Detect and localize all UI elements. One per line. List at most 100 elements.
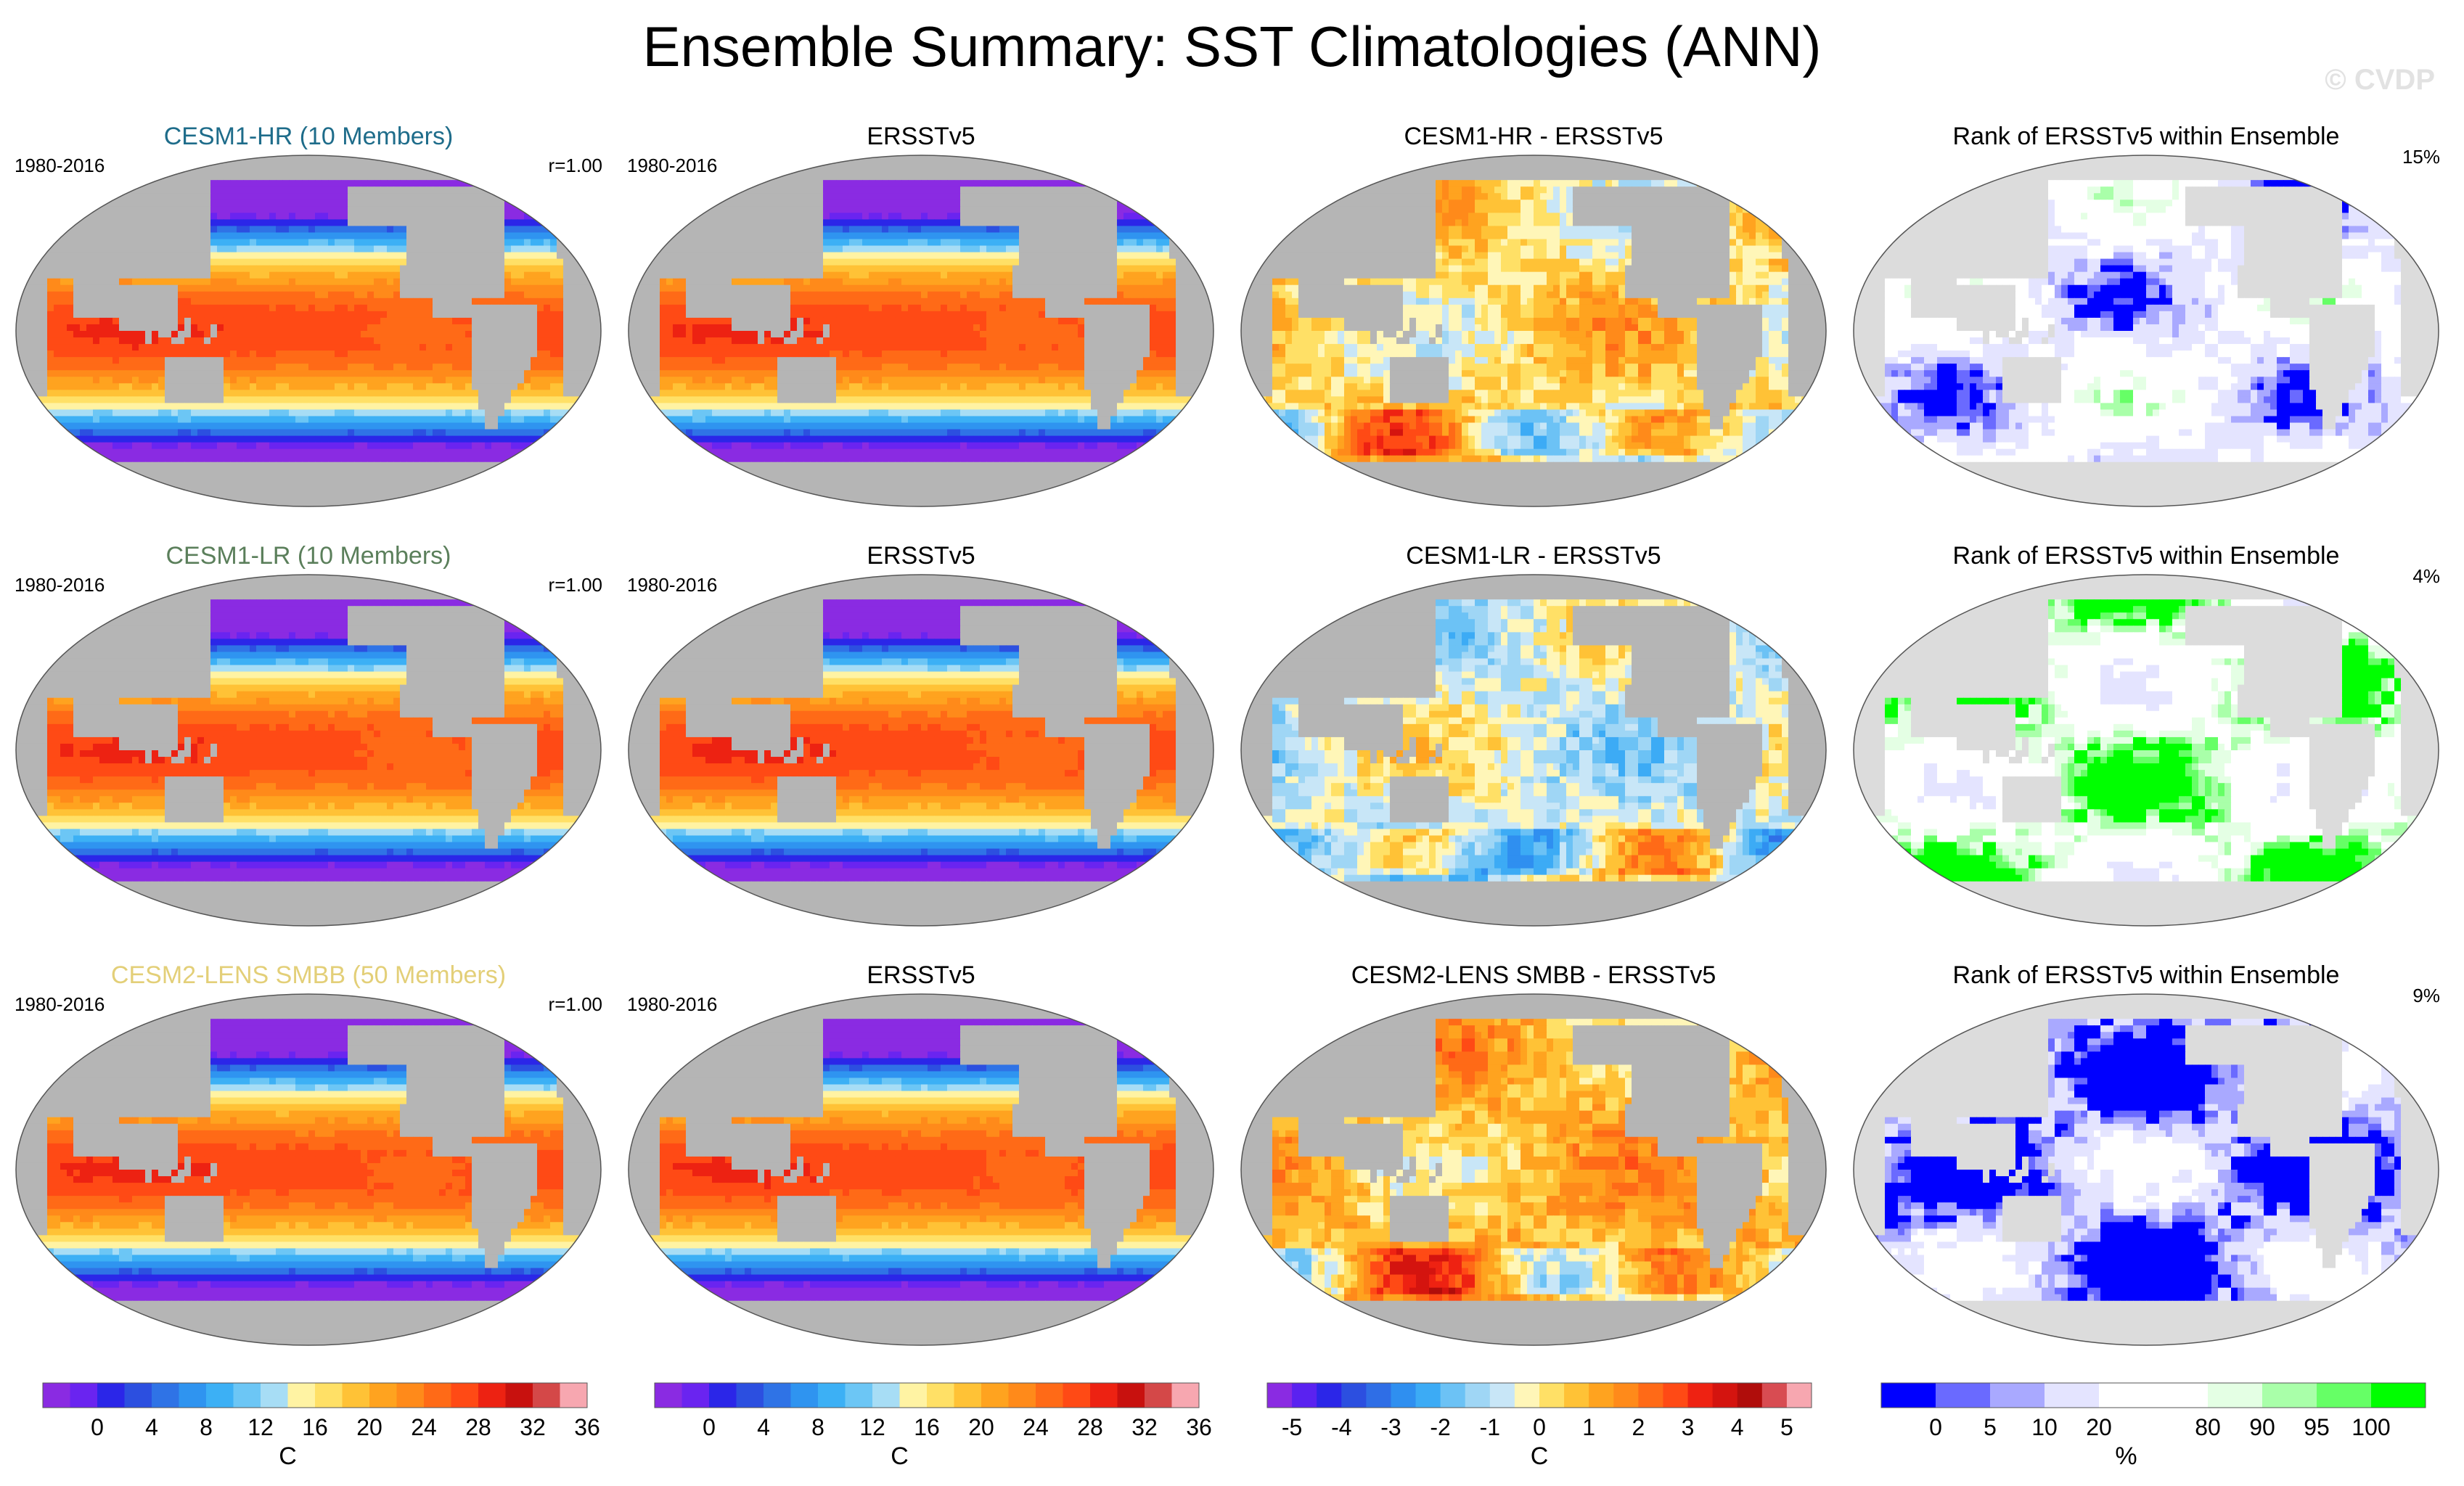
period-label: 1980-2016 <box>627 573 717 596</box>
colorbar-swatch <box>1440 1383 1466 1408</box>
map-outline <box>1240 993 1827 1346</box>
colorbar-tick-label: 36 <box>1186 1414 1212 1440</box>
colorbar-swatch <box>152 1383 179 1408</box>
panel-title: Rank of ERSSTv5 within Ensemble <box>1852 958 2440 993</box>
colorbar-swatch <box>233 1383 261 1408</box>
colorbar-tick-label: 90 <box>2249 1414 2275 1440</box>
panel-title: CESM1-LR (10 Members) <box>15 538 602 573</box>
colorbar-swatch <box>2371 1383 2426 1408</box>
colorbar-tick-label: 20 <box>356 1414 382 1440</box>
colorbar-tick-label: 20 <box>968 1414 994 1440</box>
colorbar-tick-label: 36 <box>574 1414 600 1440</box>
colorbar-swatch <box>97 1383 125 1408</box>
colorbar-swatch <box>655 1383 682 1408</box>
colorbar-tick-label: 24 <box>411 1414 437 1440</box>
map-outline <box>1240 155 1827 507</box>
world-map-diff <box>1240 993 1827 1346</box>
colorbar-swatch <box>682 1383 710 1408</box>
colorbar-swatch <box>1366 1383 1391 1408</box>
colorbar-swatch <box>533 1383 560 1408</box>
colorbar-tick-label: 0 <box>1533 1414 1546 1440</box>
map-field <box>1854 994 2439 1345</box>
world-map-diff <box>1240 574 1827 927</box>
colorbar-swatch <box>1489 1383 1515 1408</box>
colorbar-swatch <box>1036 1383 1063 1408</box>
panel-title: ERSSTv5 <box>627 119 1215 154</box>
period-label: 1980-2016 <box>627 993 717 1016</box>
colorbar-tick-label: -5 <box>1282 1414 1302 1440</box>
pattern-correlation: r=1.00 <box>515 154 602 177</box>
map-field <box>16 994 601 1345</box>
colorbar-tick-label: 28 <box>465 1414 491 1440</box>
colorbar-swatch <box>2262 1383 2317 1408</box>
map-outline <box>15 993 602 1346</box>
colorbar-tick-label: -4 <box>1331 1414 1351 1440</box>
colorbar-swatch <box>764 1383 791 1408</box>
panel-title: ERSSTv5 <box>627 958 1215 993</box>
colorbar-swatch <box>1317 1383 1342 1408</box>
colorbar-swatch <box>396 1383 425 1408</box>
world-map-sst <box>15 993 602 1346</box>
colorbar-tick-label: 16 <box>302 1414 328 1440</box>
map-field <box>629 155 1213 506</box>
map-outline <box>15 574 602 927</box>
colorbar-tick-label: 0 <box>1929 1414 1942 1440</box>
colorbar-swatch <box>70 1383 98 1408</box>
colorbar-tick-label: -2 <box>1430 1414 1450 1440</box>
map-field <box>16 575 601 926</box>
colorbar-swatch <box>1514 1383 1540 1408</box>
map-outline <box>1853 574 2439 927</box>
colorbar-swatch <box>342 1383 370 1408</box>
rank-summary-value: 4% <box>2353 565 2440 588</box>
map-field <box>16 155 601 506</box>
colorbar-swatch <box>1936 1383 1991 1408</box>
world-map-sst <box>628 574 1214 927</box>
colorbar-swatch <box>1737 1383 1763 1408</box>
colorbar-swatch <box>560 1383 588 1408</box>
colorbar-swatch <box>179 1383 207 1408</box>
colorbar-tick-label: 16 <box>914 1414 940 1440</box>
colorbar-swatch <box>1761 1383 1788 1408</box>
map-outline <box>1240 574 1827 927</box>
map-field <box>1241 575 1826 926</box>
colorbar-swatch <box>2208 1383 2263 1408</box>
colorbar-swatch <box>1687 1383 1714 1408</box>
period-label: 1980-2016 <box>15 154 105 177</box>
colorbar-swatch <box>124 1383 152 1408</box>
map-outline <box>1853 155 2439 507</box>
panel-title: Rank of ERSSTv5 within Ensemble <box>1852 538 2440 573</box>
colorbar-tick-label: 95 <box>2304 1414 2330 1440</box>
map-field <box>629 575 1213 926</box>
colorbar-frame <box>1880 1382 2426 1408</box>
world-map-diff <box>1240 155 1827 507</box>
colorbar-swatch <box>505 1383 533 1408</box>
colorbar-swatch <box>736 1383 764 1408</box>
colorbar-swatch <box>1117 1383 1145 1408</box>
colorbar-swatch <box>1564 1383 1589 1408</box>
colorbar-swatch <box>1712 1383 1738 1408</box>
colorbar-tick-label: 3 <box>1682 1414 1695 1440</box>
panel-title: Rank of ERSSTv5 within Ensemble <box>1852 119 2440 154</box>
colorbar-swatch <box>478 1383 506 1408</box>
colorbar-swatch <box>927 1383 954 1408</box>
colorbar-swatch <box>1663 1383 1689 1408</box>
colorbar-swatch <box>954 1383 982 1408</box>
world-map-sst <box>15 574 602 927</box>
colorbar-swatch <box>369 1383 397 1408</box>
colorbar-tick-label: 32 <box>520 1414 546 1440</box>
colorbar-swatch <box>261 1383 288 1408</box>
panel-title: CESM2-LENS SMBB (50 Members) <box>15 958 602 993</box>
colorbar-tick-label: 80 <box>2195 1414 2221 1440</box>
panel-title: CESM1-HR - ERSSTv5 <box>1240 119 1827 154</box>
colorbar-swatch <box>1292 1383 1317 1408</box>
colorbar-tick-label: 4 <box>1731 1414 1744 1440</box>
panel-title: CESM1-LR - ERSSTv5 <box>1240 538 1827 573</box>
colorbar-swatch <box>1391 1383 1417 1408</box>
colorbar-tick-label: 20 <box>2086 1414 2112 1440</box>
colorbar-swatch <box>1638 1383 1663 1408</box>
colorbar-frame <box>654 1382 1200 1408</box>
colorbar-swatch <box>872 1383 900 1408</box>
pattern-correlation: r=1.00 <box>515 993 602 1016</box>
map-outline <box>628 574 1214 927</box>
world-map-sst <box>628 155 1214 507</box>
